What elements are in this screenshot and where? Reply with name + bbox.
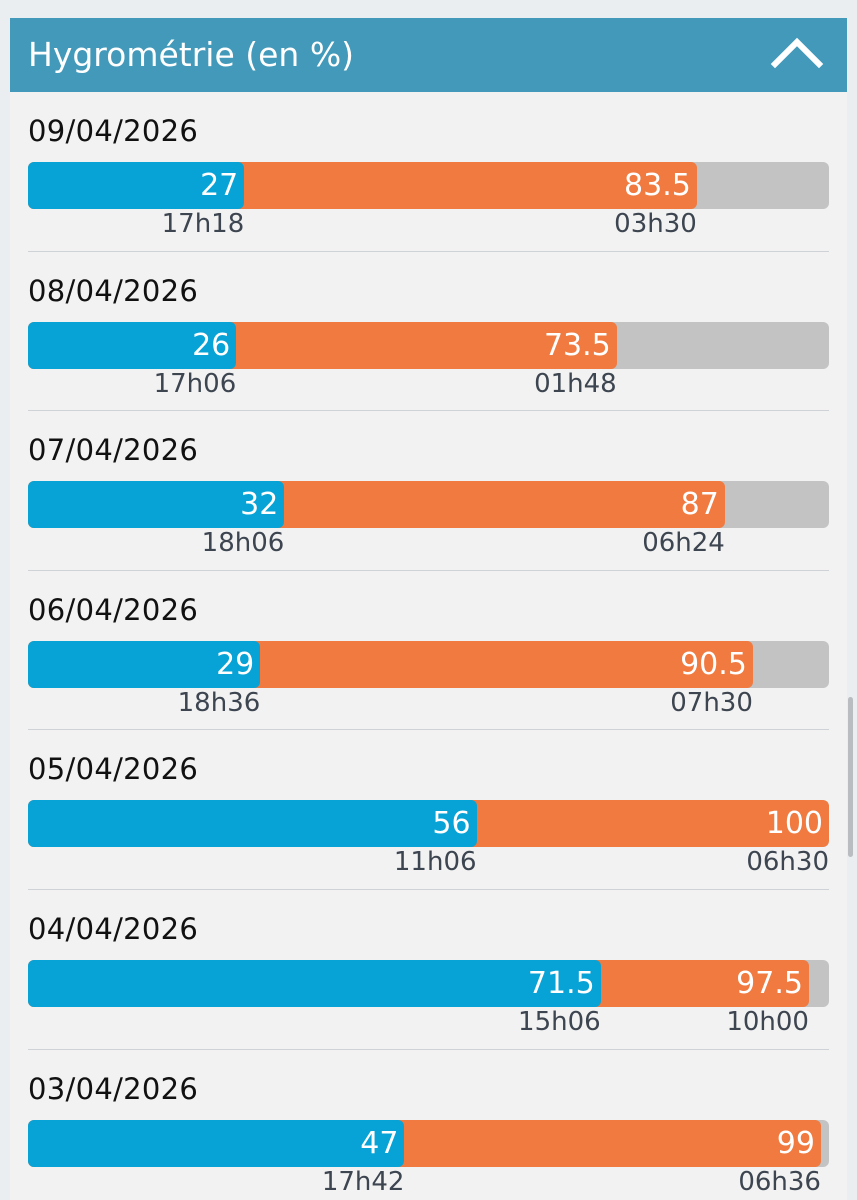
chevron-up-icon[interactable]	[769, 32, 825, 72]
max-value-label: 73.5	[543, 327, 611, 363]
min-time-label: 15h06	[518, 1006, 601, 1037]
min-time-label: 18h06	[201, 528, 285, 559]
day-row: 03/04/2026 99 47 17h42 06h36	[10, 1050, 847, 1200]
min-value-label: 47	[360, 1125, 399, 1161]
row-divider	[28, 569, 829, 571]
day-row: 09/04/2026 83.5 27 17h18 03h30	[10, 92, 847, 252]
range-bar: 100 56	[28, 800, 829, 848]
panel-title: Hygrométrie (en %)	[28, 35, 355, 74]
max-time-label: 07h30	[670, 687, 753, 718]
min-bar	[28, 640, 261, 688]
min-time-label: 17h18	[161, 209, 245, 239]
min-time-label: 18h36	[177, 687, 261, 718]
range-bar: 99 47	[28, 1119, 829, 1167]
range-bar: 87 32	[28, 481, 829, 529]
min-bar	[28, 959, 601, 1007]
range-bar: 97.5 71.5	[28, 959, 829, 1007]
panel-header[interactable]: Hygrométrie (en %)	[10, 18, 847, 92]
min-value-label: 71.5	[527, 965, 595, 1001]
min-value-label: 27	[200, 168, 239, 203]
humidity-panel: Hygrométrie (en %) 09/04/2026 83.5 27 17h18…	[10, 18, 847, 1200]
max-time-label: 10h00	[726, 1006, 809, 1037]
max-time-label: 01h48	[534, 368, 617, 399]
min-bar	[28, 481, 285, 529]
day-date: 03/04/2026	[28, 1071, 199, 1106]
max-time-label: 06h36	[738, 1166, 821, 1197]
day-row: 08/04/2026 73.5 26 17h06 01h48	[10, 252, 847, 412]
max-time-label: 06h30	[746, 847, 829, 878]
min-bar	[28, 321, 237, 369]
min-value-label: 32	[240, 487, 279, 523]
min-value-label: 29	[216, 646, 255, 682]
day-row: 05/04/2026 100 56 11h06 06h30	[10, 730, 847, 890]
day-row: 06/04/2026 90.5 29 18h36 07h30	[10, 571, 847, 731]
max-value-label: 83.5	[624, 168, 691, 203]
day-list: 09/04/2026 83.5 27 17h18 03h30 08/04/2026 73.5…	[10, 92, 847, 1200]
day-date: 04/04/2026	[28, 911, 199, 946]
min-time-label: 11h06	[393, 847, 477, 878]
min-time-label: 17h06	[153, 368, 237, 399]
max-value-label: 90.5	[680, 646, 747, 682]
max-time-label: 06h24	[642, 528, 725, 559]
range-bar: 90.5 29	[28, 640, 829, 688]
day-row: 04/04/2026 97.5 71.5 15h06 10h00	[10, 890, 847, 1050]
min-time-label: 17h42	[321, 1166, 405, 1197]
day-date: 05/04/2026	[28, 752, 199, 787]
day-date: 07/04/2026	[28, 433, 199, 468]
row-divider	[28, 410, 829, 412]
max-value-label: 99	[776, 1125, 815, 1161]
min-value-label: 26	[192, 327, 231, 363]
day-date: 09/04/2026	[28, 114, 199, 148]
day-date: 06/04/2026	[28, 592, 199, 627]
min-bar	[28, 1119, 405, 1167]
max-value-label: 100	[765, 806, 823, 842]
row-divider	[28, 888, 829, 890]
row-divider	[28, 1048, 829, 1050]
day-date: 08/04/2026	[28, 273, 199, 308]
range-bar: 83.5 27	[28, 162, 829, 209]
range-bar: 73.5 26	[28, 321, 829, 369]
min-bar	[28, 162, 245, 209]
day-row: 07/04/2026 87 32 18h06 06h24	[10, 411, 847, 571]
min-value-label: 56	[432, 806, 471, 842]
max-value-label: 87	[680, 487, 719, 523]
scrollbar[interactable]	[848, 697, 853, 857]
row-divider	[28, 250, 829, 252]
row-divider	[28, 729, 829, 731]
max-value-label: 97.5	[736, 965, 803, 1001]
min-bar	[28, 800, 477, 848]
max-time-label: 03h30	[614, 209, 697, 239]
